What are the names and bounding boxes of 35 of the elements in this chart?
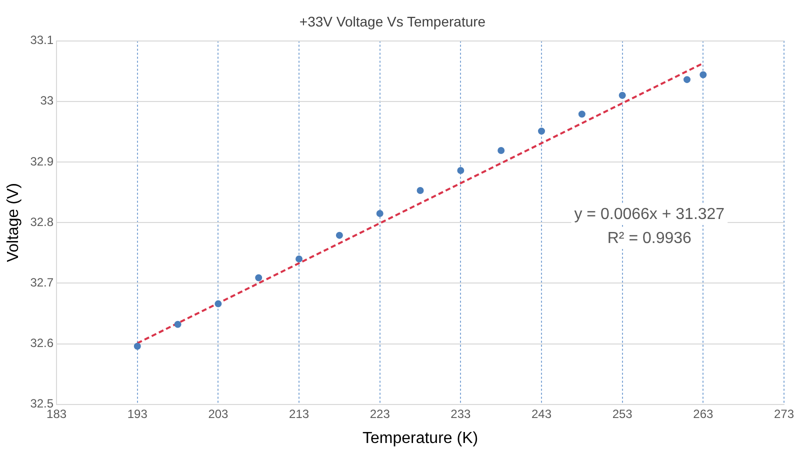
annotation: R² = 0.9936 <box>607 230 692 247</box>
y-tick-label: 32.9 <box>30 154 54 168</box>
y-tick-label: 32.7 <box>30 276 54 290</box>
point <box>700 71 707 78</box>
x-tick-label: 213 <box>289 406 310 421</box>
point <box>376 210 384 218</box>
x-tick-label: 203 <box>208 406 229 421</box>
x-tick-label: 273 <box>774 406 794 421</box>
point <box>578 110 586 118</box>
y-tick-label: 33.1 <box>30 33 54 48</box>
x-tick-label: 233 <box>450 406 472 421</box>
point <box>498 146 505 154</box>
point <box>214 300 222 308</box>
point <box>296 255 303 262</box>
y-tick-label: 32.6 <box>30 336 54 350</box>
y-tick-label: 33 <box>40 94 54 108</box>
x-tick-label: 193 <box>127 406 148 421</box>
x-tick-label: 223 <box>370 406 390 421</box>
point <box>255 274 262 282</box>
y-tick-label: 32.8 <box>30 214 54 229</box>
chart-title: +33V Voltage Vs Temperature <box>299 13 486 30</box>
point <box>457 166 464 174</box>
x-axis-title: Temperature (K) <box>362 430 478 447</box>
point <box>416 186 424 194</box>
y-axis-title: Voltage (V) <box>5 183 22 262</box>
x-tick-label: 263 <box>693 406 714 421</box>
point <box>336 232 343 239</box>
annotation: y = 0.0066x + 31.327 <box>574 206 725 223</box>
point <box>174 320 182 328</box>
point <box>684 76 690 84</box>
point <box>538 128 546 135</box>
point <box>618 92 626 99</box>
x-tick-label: 253 <box>612 406 633 421</box>
point <box>134 342 141 350</box>
x-tick-label: 243 <box>531 406 552 421</box>
